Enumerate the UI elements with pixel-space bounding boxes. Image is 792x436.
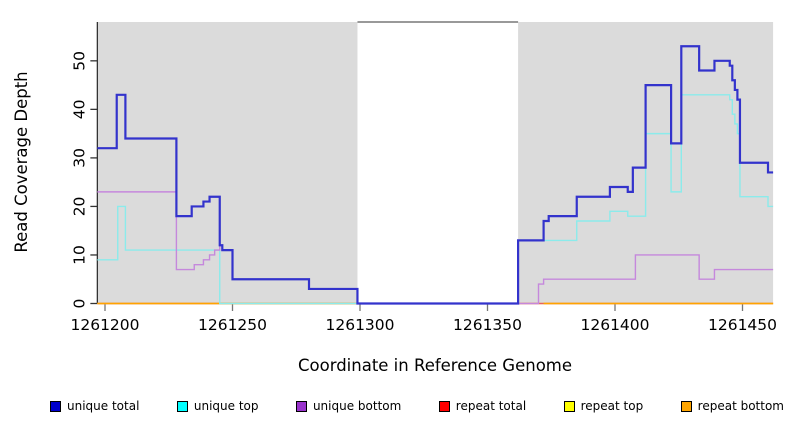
axes: 0 10 20 30 40 50 1261200 1261250 1261300 1261350 1…	[70, 22, 777, 334]
y-tick-label: 0	[71, 299, 89, 309]
legend-swatch	[50, 400, 61, 412]
y-tick-label: 40	[71, 99, 89, 119]
series-unique-top	[97, 94, 774, 305]
legend-label: repeat top	[580, 399, 644, 413]
legend-item: repeat top	[563, 399, 644, 413]
legend-item: repeat bottom	[680, 399, 784, 413]
x-tick-label: 1261450	[708, 316, 777, 334]
legend-item: unique total	[50, 399, 139, 413]
legend-label: unique bottom	[312, 399, 402, 413]
legend-label: repeat bottom	[697, 399, 784, 413]
x-tick-label: 1261300	[325, 316, 394, 334]
legend-label: repeat total	[455, 399, 527, 413]
y-tick-label: 30	[71, 148, 89, 168]
x-axis-title: Coordinate in Reference Genome	[298, 356, 572, 375]
legend-item: unique top	[176, 399, 259, 413]
legend-swatch	[295, 400, 307, 412]
series-unique-total	[97, 45, 774, 305]
y-tick-label: 50	[71, 51, 89, 71]
legend-label: unique total	[67, 399, 140, 413]
y-tick-label: 10	[71, 245, 89, 265]
legend-item: repeat total	[438, 399, 527, 413]
legend-swatch	[680, 400, 692, 412]
legend-label: unique top	[193, 399, 259, 413]
y-axis-title: Read Coverage Depth	[12, 71, 31, 252]
legend-swatch	[563, 400, 575, 412]
x-tick-label: 1261250	[198, 316, 267, 334]
x-tick-label: 1261400	[580, 316, 649, 334]
legend-swatch	[176, 400, 188, 412]
coverage-region	[97, 22, 358, 304]
x-tick-label: 1261200	[70, 316, 139, 334]
series-lines	[97, 45, 774, 305]
legend-item: unique bottom	[295, 399, 402, 413]
legend: unique total unique top unique bottom repea…	[50, 399, 784, 413]
y-tick-label: 20	[71, 197, 89, 217]
legend-swatch	[438, 400, 450, 412]
x-tick-label: 1261350	[453, 316, 522, 334]
